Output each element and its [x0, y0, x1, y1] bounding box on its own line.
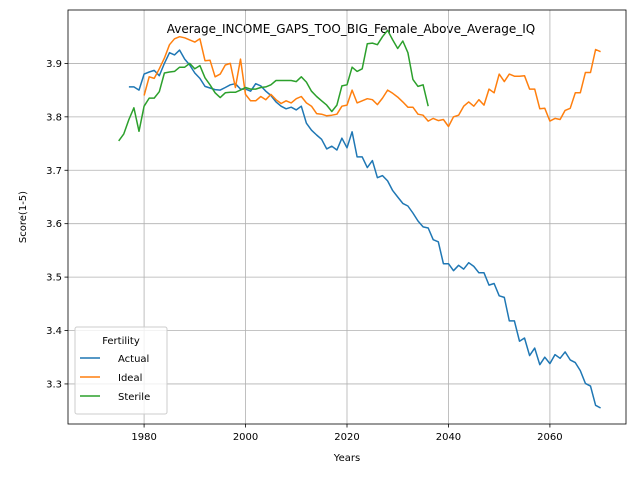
x-tick-label: 1980 [131, 432, 156, 443]
axis-ticks: 1980 2000 2020 2040 2060 3.3 3.4 3.5 3.6 3.7 3.8 3.… [46, 59, 563, 443]
legend-title: Fertility [102, 336, 140, 347]
y-tick-label: 3.4 [46, 326, 62, 337]
legend-entries: Actual Ideal Sterile [80, 354, 150, 403]
legend-label-sterile: Sterile [118, 392, 150, 403]
legend-box [74, 326, 168, 415]
x-axis-label: Years [333, 453, 360, 464]
gridlines [68, 10, 626, 424]
series-lines [118, 29, 601, 409]
y-tick-label: 3.9 [46, 59, 62, 70]
x-tick-label: 2000 [233, 432, 258, 443]
y-tick-label: 3.7 [46, 166, 62, 177]
legend-label-actual: Actual [118, 354, 149, 365]
x-tick-label: 2040 [436, 432, 461, 443]
series-line-ideal [143, 35, 601, 128]
y-tick-label: 3.5 [46, 273, 62, 284]
y-axis-label: Score(1-5) [18, 191, 29, 243]
x-tick-label: 2020 [334, 432, 359, 443]
chart-title: Average_INCOME_GAPS_TOO_BIG_Female_Above… [167, 22, 536, 36]
series-line-sterile [118, 29, 429, 142]
x-tick-label: 2060 [537, 432, 562, 443]
y-tick-label: 3.6 [46, 219, 62, 230]
y-tick-label: 3.3 [46, 379, 62, 390]
legend: Fertility Actual Ideal Sterile [74, 326, 168, 415]
legend-label-ideal: Ideal [118, 373, 142, 384]
series-line-actual [128, 49, 601, 409]
y-tick-label: 3.8 [46, 112, 62, 123]
